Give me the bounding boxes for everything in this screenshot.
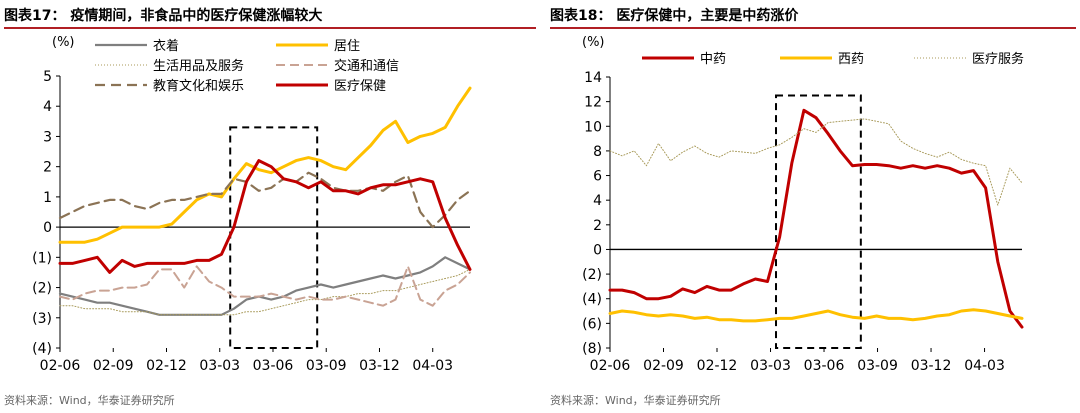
x-tick-label: 03-03 (750, 358, 791, 374)
legend-item-1: 西药 (780, 52, 864, 67)
y-tick-label: 12 (584, 95, 602, 111)
legend-item-3: 交通和通信 (276, 58, 399, 74)
x-tick-label: 02-09 (643, 358, 684, 374)
y-tick-label: 2 (43, 160, 52, 176)
series-line-1 (608, 308, 1024, 323)
x-tick-label: 02-06 (40, 358, 81, 374)
y-tick-label: (3) (32, 311, 52, 327)
x-tick-label: 03-09 (306, 358, 347, 374)
legend-label: 医疗服务 (972, 51, 1024, 67)
series-line-4 (58, 171, 472, 229)
figure-17-chart: (%) 5 4 3 2 1 0 (1) (2) (3) (4)02-06 02-09 02-12 03-0… (32, 35, 472, 374)
figure-17-panel: 图表17： 疫情期间，非食品中的医疗保健涨幅较大 (%) 5 4 3 2 1 0 (1) (2)… (4, 8, 536, 407)
x-tick-label: 03-12 (359, 358, 400, 374)
legend-label: 西药 (838, 52, 864, 67)
legend-item-2: 生活用品及服务 (95, 58, 244, 74)
x-tick-label: 03-03 (199, 358, 240, 374)
figure-18-source: 资料来源：Wind，华泰证券研究所 (550, 394, 721, 407)
x-tick-label: 03-12 (911, 358, 952, 374)
figure-17-source: 资料来源：Wind，华泰证券研究所 (4, 394, 175, 407)
y-tick-label: 2 (593, 218, 602, 234)
x-tick-label: 03-06 (253, 358, 294, 374)
legend-label: 医疗保健 (334, 79, 386, 94)
y-tick-label: (6) (582, 316, 602, 332)
legend-label: 交通和通信 (334, 58, 399, 74)
series-line-2 (59, 268, 471, 316)
x-tick-label: 02-09 (93, 358, 134, 374)
y-tick-label: (2) (582, 267, 602, 283)
y-tick-label: 1 (43, 190, 52, 206)
y-tick-label: 4 (43, 99, 52, 115)
legend-label: 衣着 (153, 38, 179, 54)
highlight-box (229, 126, 319, 349)
legend-item-4: 教育文化和娱乐 (95, 78, 244, 94)
legend-item-2: 医疗服务 (914, 51, 1024, 67)
legend-label: 教育文化和娱乐 (153, 78, 244, 94)
y-unit-label: (%) (582, 35, 605, 50)
series-line-2 (609, 118, 1023, 206)
figure-18-title-rule (550, 27, 1076, 29)
series-line-3 (59, 265, 471, 307)
x-tick-label: 03-06 (804, 358, 845, 374)
y-unit-label: (%) (52, 35, 75, 50)
legend-item-0: 衣着 (95, 38, 179, 54)
legend-label: 中药 (700, 52, 726, 67)
series-line-5 (58, 159, 472, 274)
y-tick-label: (4) (582, 292, 602, 308)
y-tick-label: (1) (32, 250, 52, 266)
y-tick-label: (4) (32, 341, 52, 357)
legend-item-1: 居住 (276, 39, 360, 54)
y-tick-label: 8 (593, 144, 602, 160)
figure-18-panel: 图表18： 医疗保健中，主要是中药涨价 (%) 14 12 10 8 6 4 2 0 (2) (4)… (546, 0, 1080, 413)
figure-18-title: 图表18： 医疗保健中，主要是中药涨价 (550, 8, 799, 24)
x-tick-label: 04-03 (964, 358, 1005, 374)
y-tick-label: 4 (593, 193, 602, 209)
series-line-0 (58, 256, 472, 316)
figure-17-title-rule (4, 27, 536, 29)
x-tick-label: 04-03 (412, 358, 453, 374)
x-tick-label: 03-09 (857, 358, 898, 374)
series-line-0 (608, 108, 1024, 329)
x-tick-label: 02-12 (697, 358, 738, 374)
y-tick-label: 5 (43, 69, 52, 85)
y-tick-label: 0 (43, 220, 52, 236)
legend-item-0: 中药 (642, 52, 726, 67)
y-tick-label: (2) (32, 281, 52, 297)
x-tick-label: 02-12 (146, 358, 187, 374)
y-tick-label: 6 (593, 169, 602, 185)
series-line-1 (58, 86, 472, 244)
legend-item-5: 医疗保健 (276, 79, 386, 94)
y-tick-label: 14 (584, 70, 602, 86)
x-tick-label: 02-06 (590, 358, 631, 374)
figure-17-title: 图表17： 疫情期间，非食品中的医疗保健涨幅较大 (4, 8, 323, 24)
y-tick-label: 3 (43, 129, 52, 145)
highlight-box (775, 94, 862, 349)
y-tick-label: 0 (593, 242, 602, 258)
legend-label: 生活用品及服务 (153, 58, 244, 74)
y-tick-label: (8) (582, 341, 602, 357)
figure-18-chart: (%) 14 12 10 8 6 4 2 0 (2) (4) (6) (8)02-06 02-09 02-1… (582, 35, 1024, 374)
legend-label: 居住 (334, 39, 360, 54)
y-tick-label: 10 (584, 119, 602, 135)
